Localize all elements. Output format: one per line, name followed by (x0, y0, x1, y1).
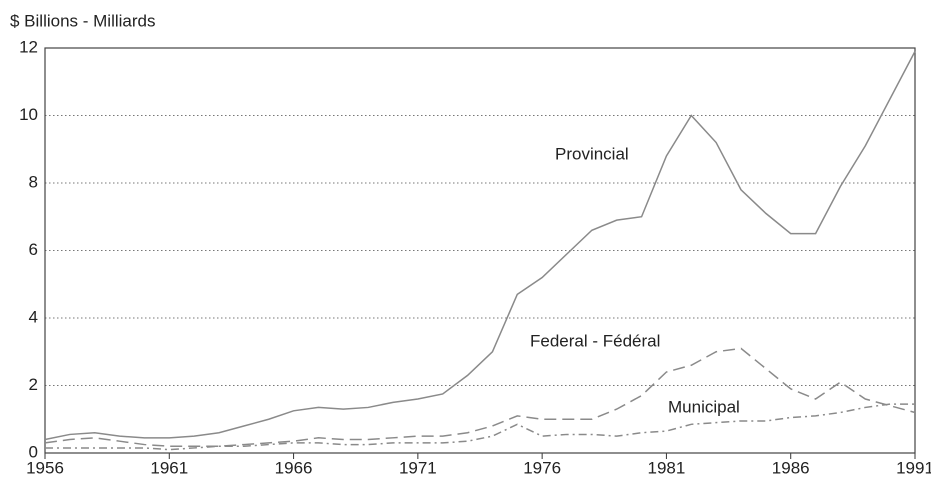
y-tick-label: 10 (19, 105, 38, 124)
y-tick-label: 4 (29, 307, 38, 326)
x-tick-label: 1971 (399, 458, 437, 477)
y-tick-label: 0 (29, 442, 38, 461)
plot-frame (44, 47, 916, 454)
series-line (45, 403, 915, 451)
y-tick-label: 2 (29, 375, 38, 394)
x-tick-label: 1981 (648, 458, 686, 477)
series-label: Federal - Fédéral (530, 331, 660, 350)
series-line (44, 347, 916, 447)
y-tick-label: 12 (19, 37, 38, 56)
y-tick-label: 6 (29, 240, 38, 259)
x-tick-label: 1966 (275, 458, 313, 477)
series-line (44, 51, 916, 441)
x-tick-label: 1986 (772, 458, 810, 477)
y-tick-label: 8 (29, 172, 38, 191)
x-tick-label: 1961 (150, 458, 188, 477)
x-tick-label: 1956 (26, 458, 64, 477)
x-tick-label: 1976 (523, 458, 561, 477)
series-label: Municipal (668, 397, 740, 416)
y-axis-label: $ Billions - Milliards (10, 11, 155, 30)
series-label: Provincial (555, 144, 629, 163)
x-tick-label: 1991 (896, 458, 931, 477)
